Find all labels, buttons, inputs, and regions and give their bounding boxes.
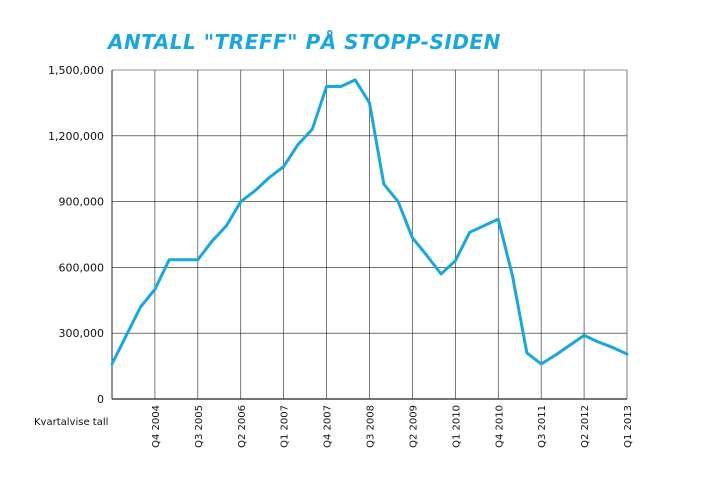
data-point bbox=[425, 254, 428, 257]
data-point bbox=[382, 182, 386, 186]
x-tick-label: Q4 2010 bbox=[494, 405, 505, 448]
x-tick-label: Q3 2008 bbox=[366, 405, 377, 448]
data-point bbox=[325, 85, 328, 88]
data-point bbox=[182, 258, 185, 261]
data-point bbox=[168, 258, 171, 261]
x-tick-label: Q2 2012 bbox=[580, 405, 591, 448]
data-point bbox=[339, 85, 343, 88]
y-tick-label: 300,000 bbox=[59, 327, 105, 340]
data-point bbox=[253, 189, 257, 192]
data-point bbox=[511, 274, 514, 278]
x-tick-label: Q1 2010 bbox=[451, 405, 462, 448]
y-tick-label: 600,000 bbox=[59, 261, 105, 274]
data-point bbox=[282, 165, 285, 168]
data-point bbox=[311, 128, 314, 131]
data-point bbox=[153, 288, 157, 291]
data-point bbox=[110, 362, 114, 366]
x-tick-label: Q2 2006 bbox=[237, 405, 248, 448]
y-tick-label: 1,200,000 bbox=[48, 130, 104, 143]
x-tick-label: Q4 2007 bbox=[323, 405, 334, 448]
data-point bbox=[497, 217, 500, 221]
data-point bbox=[125, 334, 128, 337]
x-tick-label: Q4 2004 bbox=[151, 405, 162, 448]
data-point bbox=[582, 334, 586, 337]
x-axis-note: Kvartalvise tall bbox=[34, 417, 109, 428]
y-tick-label: 1,500,000 bbox=[48, 64, 104, 77]
data-point bbox=[139, 305, 142, 309]
data-point bbox=[396, 200, 400, 203]
data-point bbox=[539, 362, 543, 366]
x-tick-label: Q2 2009 bbox=[408, 405, 419, 448]
data-point bbox=[353, 78, 357, 82]
data-point bbox=[554, 353, 557, 357]
x-tick-label: Q3 2011 bbox=[537, 405, 548, 448]
data-point bbox=[268, 176, 271, 179]
x-tick-label: Q1 2013 bbox=[623, 405, 634, 448]
x-tick-label: Q3 2005 bbox=[194, 405, 205, 448]
y-tick-label: 0 bbox=[97, 393, 104, 406]
data-point bbox=[225, 224, 228, 227]
y-tick-label: 900,000 bbox=[59, 196, 105, 209]
data-point bbox=[196, 258, 200, 261]
data-point bbox=[239, 200, 242, 203]
data-point bbox=[296, 143, 300, 146]
data-point bbox=[568, 344, 571, 347]
y-axis-tick-labels: 0 300,000 600,000 900,000 1,200,000 1,500,000 bbox=[48, 64, 104, 406]
data-point bbox=[468, 231, 471, 234]
x-tick-label: Q1 2007 bbox=[280, 405, 291, 448]
data-point bbox=[611, 346, 614, 349]
data-point bbox=[368, 101, 371, 105]
data-point bbox=[625, 352, 629, 356]
grid-lines bbox=[111, 69, 628, 400]
data-point bbox=[525, 351, 529, 355]
data-point bbox=[454, 259, 457, 263]
series-layer bbox=[110, 78, 629, 366]
x-axis-tick-labels: Q4 2004 Q3 2005 Q2 2006 Q1 2007 Q4 2007 Q3 20… bbox=[151, 405, 634, 448]
data-point bbox=[210, 239, 214, 243]
chart-title: ANTALL "TREFF" PÅ STOPP-SIDEN bbox=[108, 30, 501, 54]
data-point bbox=[411, 236, 414, 239]
data-point bbox=[482, 224, 486, 227]
data-point bbox=[439, 272, 443, 276]
data-point bbox=[597, 340, 600, 344]
